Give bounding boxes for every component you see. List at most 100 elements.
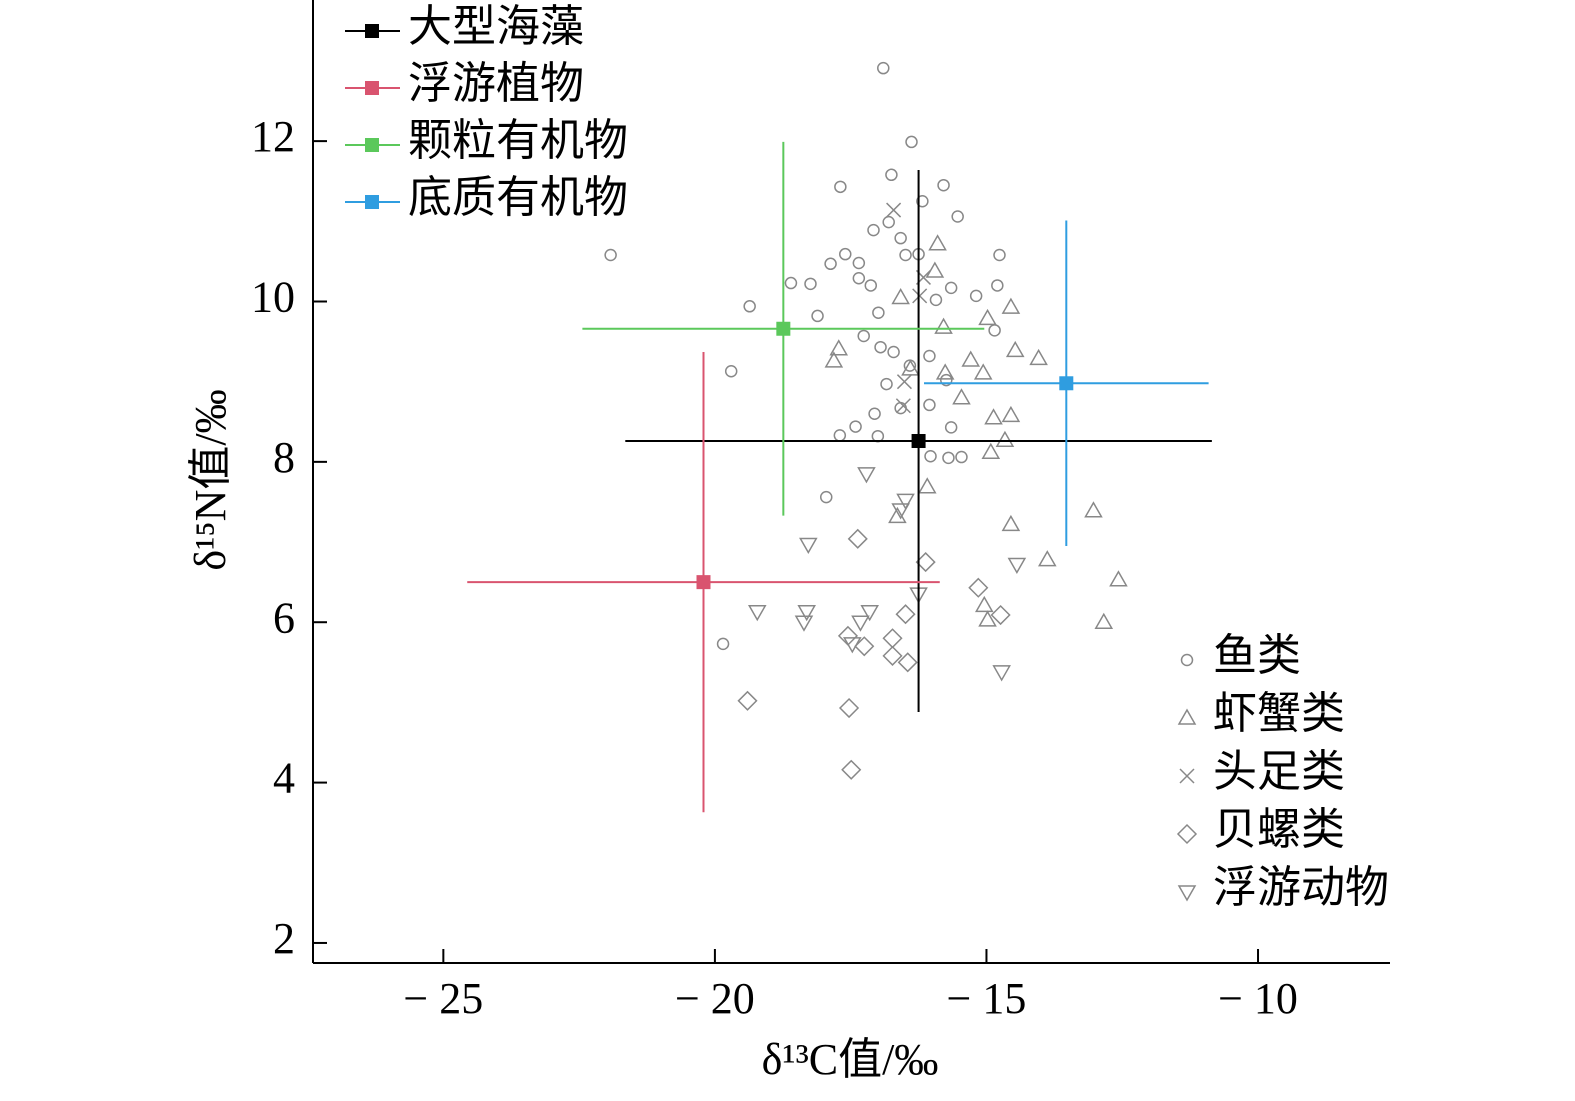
point [940, 373, 953, 387]
legend-label: 浮游动物 [1213, 863, 1389, 912]
point [747, 605, 767, 622]
y-tick-label: 12 [251, 112, 295, 161]
point [993, 248, 1006, 262]
point [923, 398, 936, 412]
point [1007, 557, 1027, 575]
legend-marker [1177, 708, 1197, 725]
point [887, 345, 900, 359]
point [843, 637, 862, 654]
point [824, 351, 844, 368]
point [743, 300, 756, 313]
point [797, 605, 816, 622]
point [794, 615, 814, 632]
point [882, 645, 903, 666]
y-axis-label: δ¹⁵N值/‰ [186, 389, 235, 570]
point [984, 408, 1003, 425]
point [988, 324, 1001, 337]
point [961, 350, 981, 367]
source-mean [696, 575, 711, 590]
point [868, 407, 881, 420]
point [1094, 612, 1114, 629]
point [829, 339, 849, 356]
point [857, 329, 870, 343]
point [905, 135, 918, 149]
point [934, 317, 953, 334]
point [849, 420, 862, 433]
point [716, 637, 730, 651]
point [604, 248, 617, 262]
legend-marker [1180, 653, 1194, 667]
point [978, 308, 997, 326]
point [882, 628, 903, 649]
point [1001, 514, 1021, 532]
point [838, 697, 860, 719]
point [852, 271, 866, 285]
point [923, 349, 936, 363]
x-axis-label: δ¹³C值/‰ [762, 1035, 939, 1084]
point [891, 287, 910, 305]
x-tick-label: − 15 [947, 974, 1027, 1023]
y-tick-label: 4 [273, 754, 295, 803]
point [995, 430, 1015, 447]
source-mean [1059, 376, 1074, 391]
point [847, 528, 868, 549]
source-mean [911, 434, 926, 449]
point [935, 363, 955, 380]
point [951, 210, 964, 223]
point [912, 288, 928, 304]
point [880, 377, 893, 391]
point [978, 610, 997, 627]
point [924, 449, 937, 463]
legend-square [365, 138, 379, 152]
point [877, 61, 890, 75]
point [944, 281, 958, 295]
point [968, 577, 989, 598]
point [841, 759, 862, 780]
point [944, 421, 958, 434]
legend-square [365, 81, 379, 95]
point [885, 168, 898, 182]
point [804, 277, 817, 291]
point [811, 309, 824, 323]
point [992, 665, 1011, 682]
y-tick-label: 2 [273, 914, 295, 963]
point [1005, 340, 1025, 358]
point [897, 652, 918, 673]
legend-label: 鱼类 [1213, 631, 1301, 680]
point [872, 306, 885, 319]
legend-label: 贝螺类 [1213, 805, 1345, 854]
point [799, 537, 818, 554]
point [833, 429, 847, 442]
point [834, 180, 847, 194]
point [1029, 348, 1048, 366]
point [1084, 501, 1103, 518]
point [917, 477, 937, 494]
point [969, 289, 983, 303]
point [1037, 550, 1057, 567]
point [888, 506, 907, 524]
point [1109, 570, 1128, 587]
point [867, 223, 880, 237]
legend-label: 浮游植物 [408, 59, 584, 108]
point [937, 178, 950, 192]
point [864, 279, 878, 292]
point [874, 340, 887, 354]
point [942, 451, 955, 465]
legend-label: 头足类 [1213, 747, 1345, 796]
legend-label: 虾蟹类 [1213, 689, 1345, 738]
x-tick-label: − 10 [1218, 974, 1298, 1023]
point [973, 363, 993, 380]
point [724, 364, 738, 378]
point [895, 398, 911, 414]
legend-marker [1179, 768, 1195, 784]
legend-marker [1176, 823, 1198, 845]
legend-marker [1177, 885, 1197, 902]
point [784, 276, 798, 290]
point [852, 256, 866, 270]
y-tick-label: 10 [251, 273, 295, 322]
point [929, 293, 943, 307]
point [882, 215, 895, 229]
point [990, 604, 1011, 626]
point [925, 261, 945, 278]
